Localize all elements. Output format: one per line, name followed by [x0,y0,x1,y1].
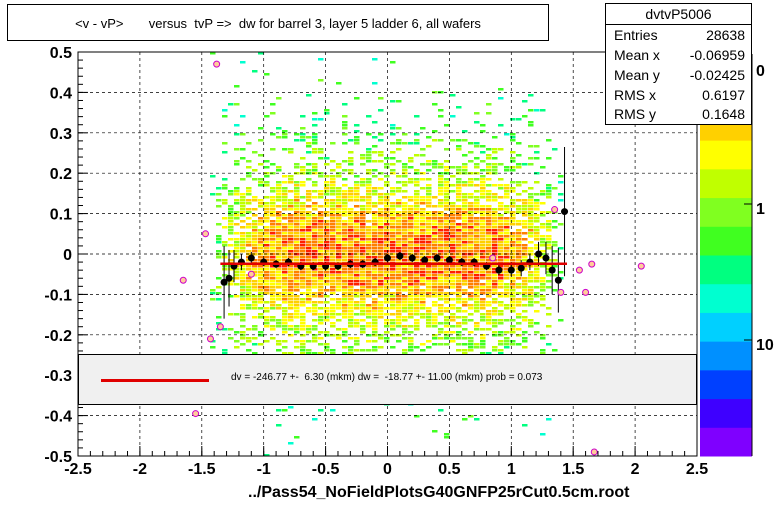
stats-name: dvtvP5006 [606,4,751,25]
outlier-point [590,448,598,456]
profile-point [548,266,556,274]
x-tick-label: -2.5 [64,461,92,478]
stats-value: 0.1648 [702,106,745,122]
x-tick-label: -0.5 [312,461,340,478]
y-tick-label: 0.2 [50,166,72,183]
stats-label: Mean y [614,67,660,83]
profile-point [561,208,569,216]
outlier-point [213,60,221,68]
stats-row-entries: Entries 28638 [614,25,745,45]
profile-point [554,276,562,284]
outlier-point [637,262,645,270]
stats-label: Entries [614,27,658,43]
profile-point [495,266,503,274]
x-tick-label: 1.5 [562,461,584,478]
stats-row-mean-x: Mean x -0.06959 [614,45,745,65]
stats-value: 0.6197 [702,87,745,103]
stats-label: RMS x [614,87,656,103]
outlier-point [588,260,596,268]
colorbar-segment [700,197,752,227]
title-box: <v - vP> versus tvP => dw for barrel 3, … [7,4,549,41]
outlier-point [206,335,214,343]
outlier-point [557,288,565,296]
x-tick-label: 2.5 [686,461,708,478]
colorbar-segment [700,398,752,428]
y-tick-label: -0.3 [44,368,72,385]
profile-point [535,250,543,258]
x-tick-label: -1 [257,461,271,478]
profile-point [517,264,525,272]
y-tick-label: 0 [63,247,72,264]
x-axis-label: ../Pass54_NoFieldPlotsG40GNFP25rCut0.5cm… [248,484,630,501]
fit-legend: dv = -246.77 +- 6.30 (mkm) dw = -18.77 +… [78,354,697,405]
profile-point [396,252,404,260]
colorbar-segment [700,369,752,400]
colorbar-segment [700,140,752,170]
stats-row-rms-y: RMS y 0.1648 [614,104,745,124]
profile-point [225,274,233,282]
chart-title: <v - vP> versus tvP => dw for barrel 3, … [75,16,481,31]
stats-value: 28638 [706,27,745,43]
colorbar-segment [700,283,752,313]
stats-value: -0.02425 [689,67,745,83]
y-tick-label: -0.5 [44,449,72,466]
y-tick-label: -0.2 [44,328,72,345]
x-tick-label: -2 [133,461,147,478]
x-tick-label: 0 [383,461,392,478]
y-tick-label: -0.1 [44,287,72,304]
colorbar-segment [700,312,752,342]
stats-row-mean-y: Mean y -0.02425 [614,65,745,85]
stats-label: RMS y [614,106,656,122]
profile-point [247,254,255,262]
outlier-point [582,288,590,296]
fit-legend-text: dv = -246.77 +- 6.30 (mkm) dw = -18.77 +… [231,372,543,383]
stats-box: dvtvP5006 Entries 28638 Mean x -0.06959 … [605,3,752,125]
y-tick-label: -0.4 [44,409,72,426]
colorbar-segment [700,168,752,199]
x-tick-label: 2 [631,461,640,478]
colorbar-label: 10 [756,337,774,354]
colorbar-label: 1 [756,201,765,218]
stats-row-rms-x: RMS x 0.6197 [614,85,745,105]
profile-point [220,278,228,286]
stats-value: -0.06959 [689,47,745,63]
x-tick-label: 0.5 [438,461,460,478]
profile-point [507,266,515,274]
x-tick-label: -1.5 [188,461,216,478]
outlier-point [202,230,210,238]
fit-legend-line [101,379,209,382]
profile-point [384,254,391,262]
outlier-point [489,254,497,262]
x-ticks: -2.5 -2 -1.5 -1 -0.5 0 0.5 1 1.5 2 2.5 [64,446,708,478]
y-tick-label: 0.3 [50,126,72,143]
profile-point [445,256,453,264]
outlier-point [247,270,255,278]
stats-label: Mean x [614,47,660,63]
outlier-point [179,276,187,284]
profile-point [408,254,416,262]
y-ticks: -0.5 -0.4 -0.3 -0.2 -0.1 0 0.1 0.2 0.3 0.4 0.5 [44,45,88,466]
colorbar-segment [700,427,752,457]
outlier-point [575,266,583,274]
outlier-layer [179,60,645,456]
y-tick-label: 0.5 [50,45,72,62]
y-tick-label: 0.1 [50,207,72,224]
profile-point [433,254,441,262]
x-tick-label: 1 [507,461,516,478]
outlier-point [192,410,200,418]
y-tick-label: 0.4 [50,85,72,102]
colorbar-segment [700,226,752,256]
outlier-point [551,206,559,214]
profile-point [542,254,550,262]
profile-point [421,256,429,264]
colorbar-label: 0 [756,63,765,80]
colorbar-segment [700,255,752,285]
outlier-point [216,323,224,331]
colorbar-segment [700,341,752,371]
